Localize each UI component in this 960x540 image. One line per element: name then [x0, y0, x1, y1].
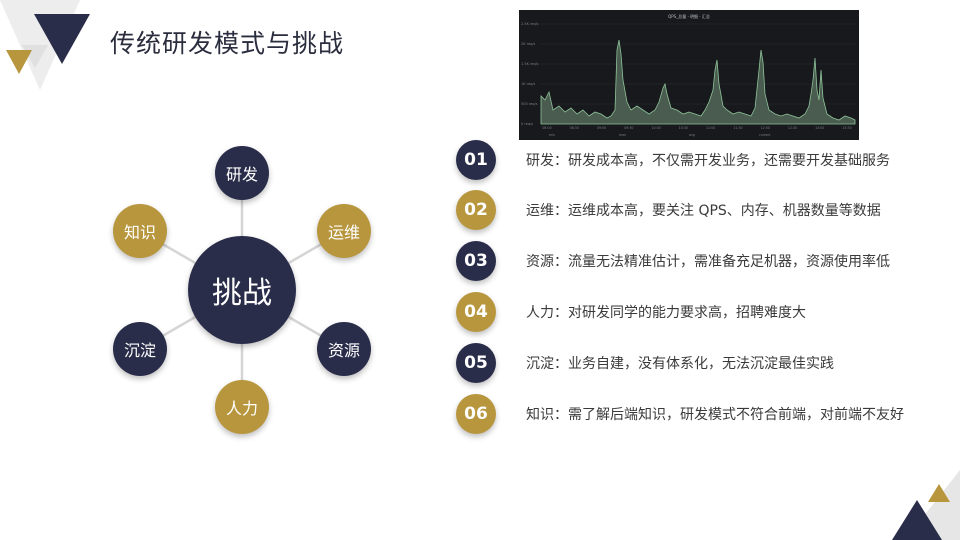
list-item-text: 研发：研发成本高，不仅需开发业务，还需要开发基础服务: [526, 150, 890, 170]
list-item: 04 人力：对研发同学的能力要求高，招聘难度大: [456, 292, 496, 332]
number-badge: 05: [456, 343, 496, 383]
hub-label: 挑战: [212, 268, 272, 312]
number-badge: 03: [456, 241, 496, 281]
list-item-text: 资源：流量无法精准估计，需准备充足机器，资源使用率低: [526, 251, 890, 271]
spoke-node-rd: 研发: [215, 146, 269, 200]
spoke-node-resource: 资源: [317, 322, 371, 376]
list-item: 05 沉淀：业务自建，没有体系化，无法沉淀最佳实践: [456, 343, 496, 383]
list-item-text: 沉淀：业务自建，没有体系化，无法沉淀最佳实践: [526, 353, 834, 373]
list-item: 02 运维：运维成本高，要关注 QPS、内存、机器数量等数据: [456, 190, 496, 230]
spoke-node-manpower: 人力: [215, 380, 269, 434]
number-badge: 02: [456, 190, 496, 230]
spoke-node-accumulation: 沉淀: [113, 322, 167, 376]
hub-node-challenge: 挑战: [188, 236, 296, 344]
spoke-node-ops: 运维: [317, 204, 371, 258]
spoke-label: 研发: [226, 161, 258, 185]
spoke-label: 运维: [328, 219, 360, 243]
spoke-label: 资源: [328, 337, 360, 361]
spoke-label: 沉淀: [124, 337, 156, 361]
list-item: 03 资源：流量无法精准估计，需准备充足机器，资源使用率低: [456, 241, 496, 281]
number-badge: 04: [456, 292, 496, 332]
list-item-text: 运维：运维成本高，要关注 QPS、内存、机器数量等数据: [526, 200, 881, 220]
spoke-node-knowledge: 知识: [113, 204, 167, 258]
list-item: 06 知识：需了解后端知识，研发模式不符合前端，对前端不友好: [456, 394, 496, 434]
list-item-text: 知识：需了解后端知识，研发模式不符合前端，对前端不友好: [526, 404, 904, 424]
number-badge: 01: [456, 140, 496, 180]
list-item-text: 人力：对研发同学的能力要求高，招聘难度大: [526, 302, 806, 322]
number-badge: 06: [456, 394, 496, 434]
spoke-label: 知识: [124, 219, 156, 243]
list-item: 01 研发：研发成本高，不仅需开发业务，还需要开发基础服务: [456, 140, 496, 180]
spoke-label: 人力: [226, 395, 258, 419]
